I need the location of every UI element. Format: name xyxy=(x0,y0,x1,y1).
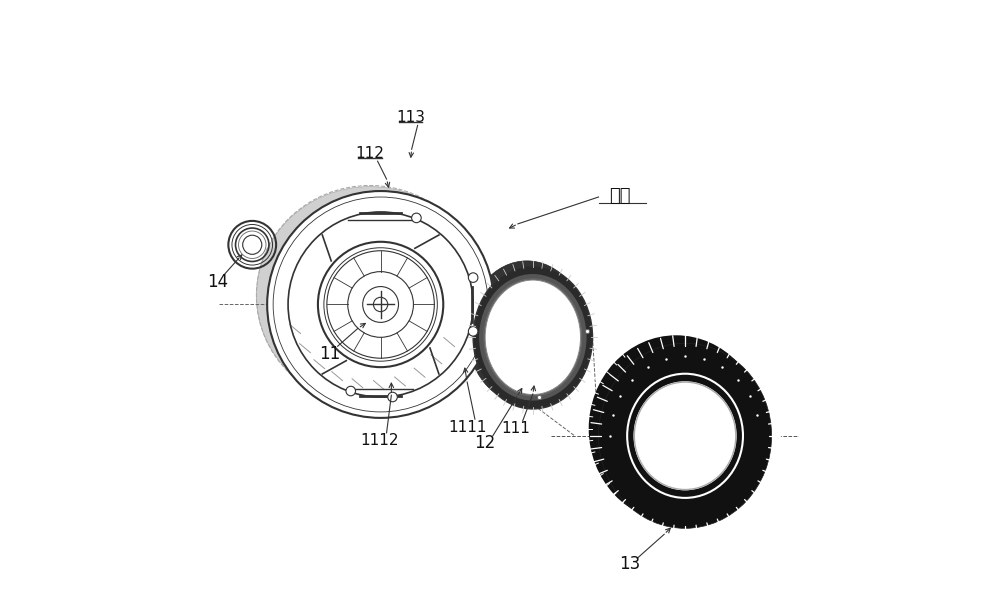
Ellipse shape xyxy=(479,274,587,401)
Ellipse shape xyxy=(256,187,483,404)
Text: 12: 12 xyxy=(474,434,496,452)
Text: 113: 113 xyxy=(396,110,425,125)
Text: 112: 112 xyxy=(355,146,384,161)
Text: 111: 111 xyxy=(501,421,530,436)
Ellipse shape xyxy=(267,191,494,418)
Ellipse shape xyxy=(634,382,736,490)
Text: 11: 11 xyxy=(319,345,340,363)
Text: 1111: 1111 xyxy=(449,420,487,435)
Ellipse shape xyxy=(388,392,397,402)
Text: 13: 13 xyxy=(620,555,641,573)
Ellipse shape xyxy=(467,261,587,404)
Ellipse shape xyxy=(468,327,478,336)
Text: 14: 14 xyxy=(207,273,228,291)
Ellipse shape xyxy=(599,343,772,528)
Ellipse shape xyxy=(634,382,736,490)
Text: 销轴: 销轴 xyxy=(609,187,630,205)
Ellipse shape xyxy=(468,273,478,282)
Ellipse shape xyxy=(590,336,763,521)
Text: 1112: 1112 xyxy=(360,433,399,448)
Ellipse shape xyxy=(346,386,356,396)
Ellipse shape xyxy=(473,266,593,409)
Ellipse shape xyxy=(412,213,421,223)
Ellipse shape xyxy=(485,280,581,395)
Ellipse shape xyxy=(622,372,730,485)
